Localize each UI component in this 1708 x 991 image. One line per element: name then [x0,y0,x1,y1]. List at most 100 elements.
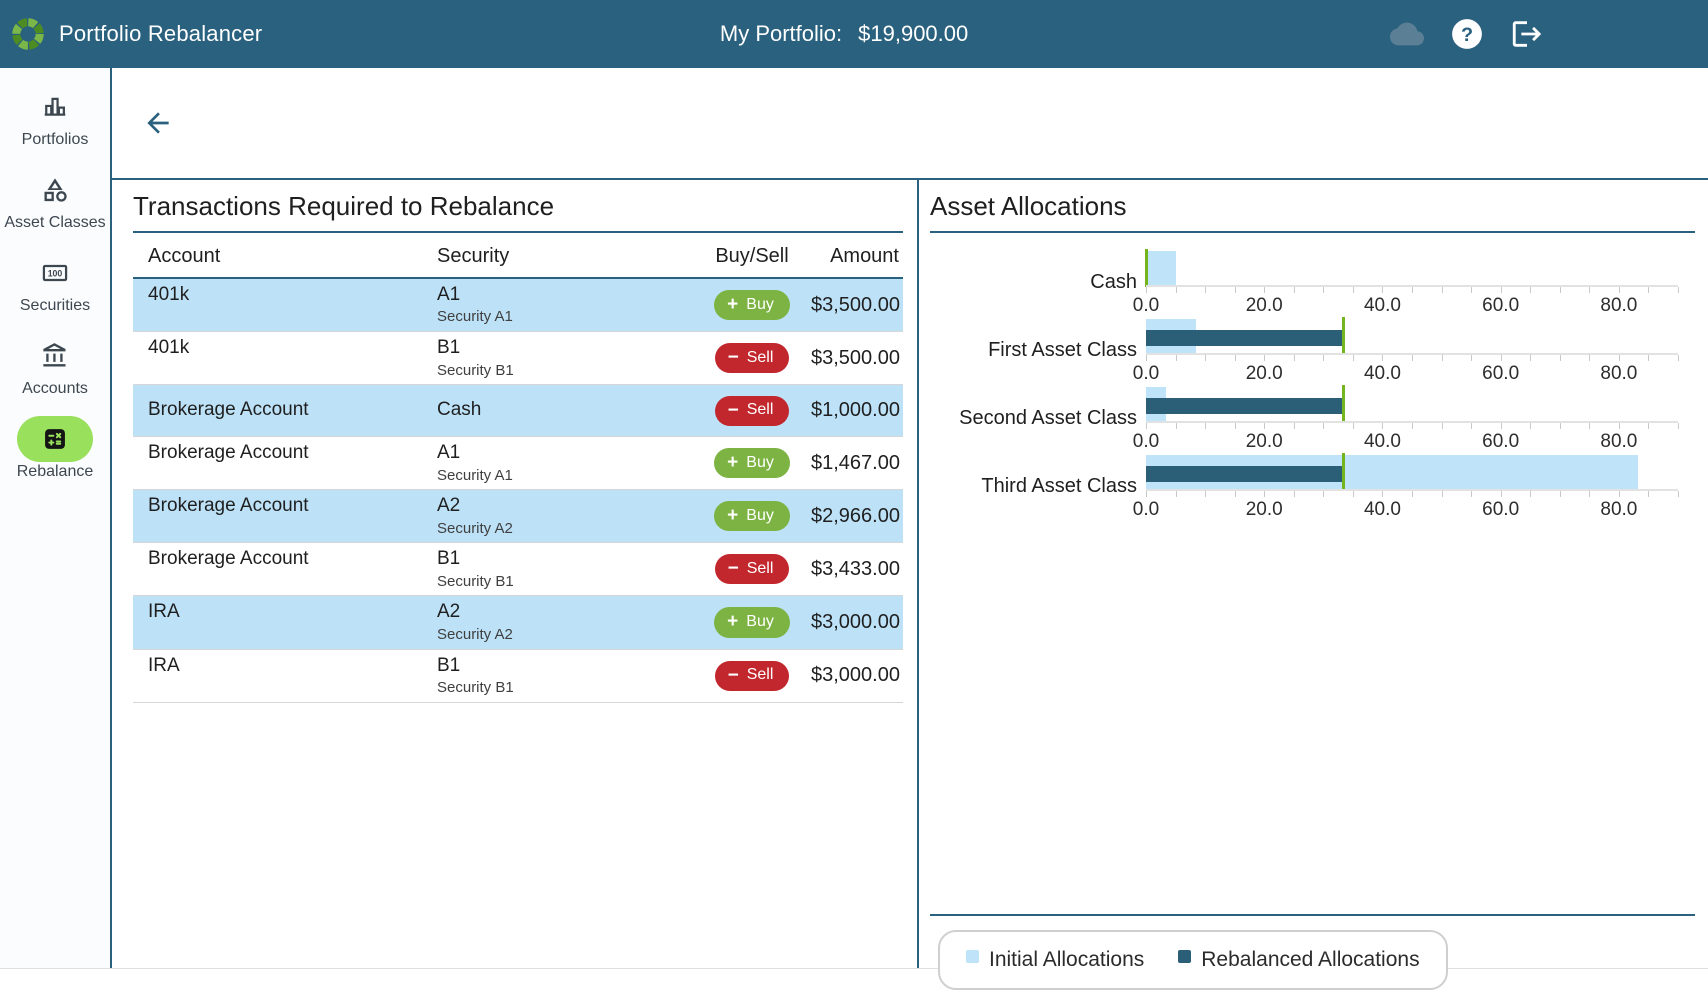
axis-tick-label: 80.0 [1600,431,1638,452]
action-cell: − Sell [693,385,811,436]
sell-button[interactable]: − Sell [714,343,790,374]
account-name: Brokerage Account [148,495,309,517]
axis-tick [1382,491,1384,497]
axis-tick [1264,355,1266,361]
axis-tick [1618,287,1620,293]
axis-tick-label: 20.0 [1245,363,1283,384]
logout-icon[interactable] [1510,17,1544,51]
axis-tick [1618,355,1620,361]
buy-button[interactable]: + Buy [714,290,790,321]
axis-tick [1678,491,1679,497]
sidebar-item-accounts[interactable]: Accounts [0,333,110,416]
chart-category-label: First Asset Class [988,339,1137,361]
bar-chart-icon [17,84,93,130]
account-name: 401k [148,284,190,305]
action-cell: − Sell [693,332,811,384]
account-cell: IRA [148,596,437,648]
axis-tick [1175,355,1177,361]
security-name: Security A2 [437,625,513,643]
security-name: Security A1 [437,466,513,484]
column-header-account: Account [148,245,221,267]
action-cell: − Sell [693,650,811,702]
transaction-row: Brokerage Account A2 Security A2 + Buy $2,96… [133,490,903,544]
transaction-row: 401k B1 Security B1 − Sell $3,500.00 [133,332,903,386]
transaction-row: Brokerage Account A1 Security A1 + Buy $1,46… [133,437,903,491]
axis-tick [1293,355,1295,361]
allocation-chart-row-cash: Cash 0.0 20.0 40.0 60.0 80.0 [930,245,1695,316]
axis-tick [1471,491,1473,497]
axis-tick [1471,355,1473,361]
action-label: Sell [746,348,774,366]
chart-category-label: Cash [1090,271,1137,293]
axis-tick [1441,491,1443,497]
amount-cell: $1,467.00 [811,451,900,474]
axis-tick [1323,491,1325,497]
buy-button[interactable]: + Buy [714,607,790,638]
axis-tick [1323,287,1325,293]
security-ticker: Cash [437,399,482,421]
axis-tick [1559,287,1561,293]
legend-item-initial-allocations: Initial Allocations [966,948,1144,972]
column-header-buy-sell: Buy/Sell [715,245,789,267]
axis-tick [1264,287,1266,293]
amount-cell: $3,000.00 [811,611,900,634]
axis-tick [1530,423,1532,429]
axis-tick [1205,287,1207,293]
amount-cell: $3,500.00 [811,346,900,369]
rebalanced-allocation-bar [1146,330,1343,346]
axis-tick [1678,287,1679,293]
axis-tick [1323,423,1325,429]
axis-tick [1589,355,1591,361]
sidebar-item-portfolios[interactable]: Portfolios [0,84,110,167]
sell-button[interactable]: − Sell [714,554,790,585]
allocation-chart-row-first-asset-class: First Asset Class 0.0 20.0 40.0 60.0 80.0 [930,313,1695,384]
help-icon[interactable]: ? [1450,17,1484,51]
cloud-sync-icon [1390,17,1424,51]
column-header-amount: Amount [830,245,899,267]
axis-tick-label: 60.0 [1482,431,1520,452]
spacer [930,517,1695,914]
chart-legend: Initial Allocations Rebalanced Allocation… [938,930,1448,990]
axis-tick-label: 60.0 [1482,363,1520,384]
transaction-row: Brokerage Account B1 Security B1 − Sell $3,4… [133,543,903,597]
account-name: IRA [148,601,180,623]
portfolio-value: $19,900.00 [858,21,969,46]
buy-button[interactable]: + Buy [714,448,790,479]
axis-tick-label: 0.0 [1132,295,1160,316]
axis-tick-label: 0.0 [1132,499,1160,520]
security-cell: Cash [437,385,693,436]
axis-tick [1471,423,1473,429]
sidebar-item-rebalance[interactable]: Rebalance [0,416,110,499]
banknote-icon: 100 [17,250,93,296]
account-name: 401k [148,337,190,359]
sell-button[interactable]: − Sell [714,660,790,691]
axis-tick [1234,287,1236,293]
back-arrow-icon[interactable] [142,107,174,139]
axis-tick-label: 20.0 [1245,295,1283,316]
axis-tick-label: 40.0 [1363,295,1401,316]
action-cell: + Buy [693,490,811,542]
plus-icon: + [727,452,739,474]
buy-button[interactable]: + Buy [714,501,790,532]
action-label: Buy [746,613,774,631]
sidebar-item-securities[interactable]: 100 Securities [0,250,110,333]
transactions-table-body: 401k A1 Security A1 + Buy $3,500.00 401k B1 Se… [133,279,903,703]
legend-label: Rebalanced Allocations [1201,948,1420,971]
action-label: Sell [746,559,774,577]
amount-cell: $3,433.00 [811,557,900,580]
axis-tick [1234,491,1236,497]
axis-tick [1441,355,1443,361]
sidebar-item-asset-classes[interactable]: Asset Classes [0,167,110,250]
axis-tick [1618,423,1620,429]
account-cell: 401k [148,332,437,384]
axis-tick [1205,355,1207,361]
sell-button[interactable]: − Sell [714,395,790,426]
chart-category-label: Third Asset Class [981,475,1137,497]
amount-cell: $3,500.00 [811,293,900,316]
action-label: Sell [746,401,774,419]
account-cell: Brokerage Account [148,385,437,436]
plus-icon: + [727,294,739,315]
axis-tick [1648,287,1650,293]
rebalanced-allocation-bar [1146,466,1343,482]
axis-tick [1264,491,1266,497]
